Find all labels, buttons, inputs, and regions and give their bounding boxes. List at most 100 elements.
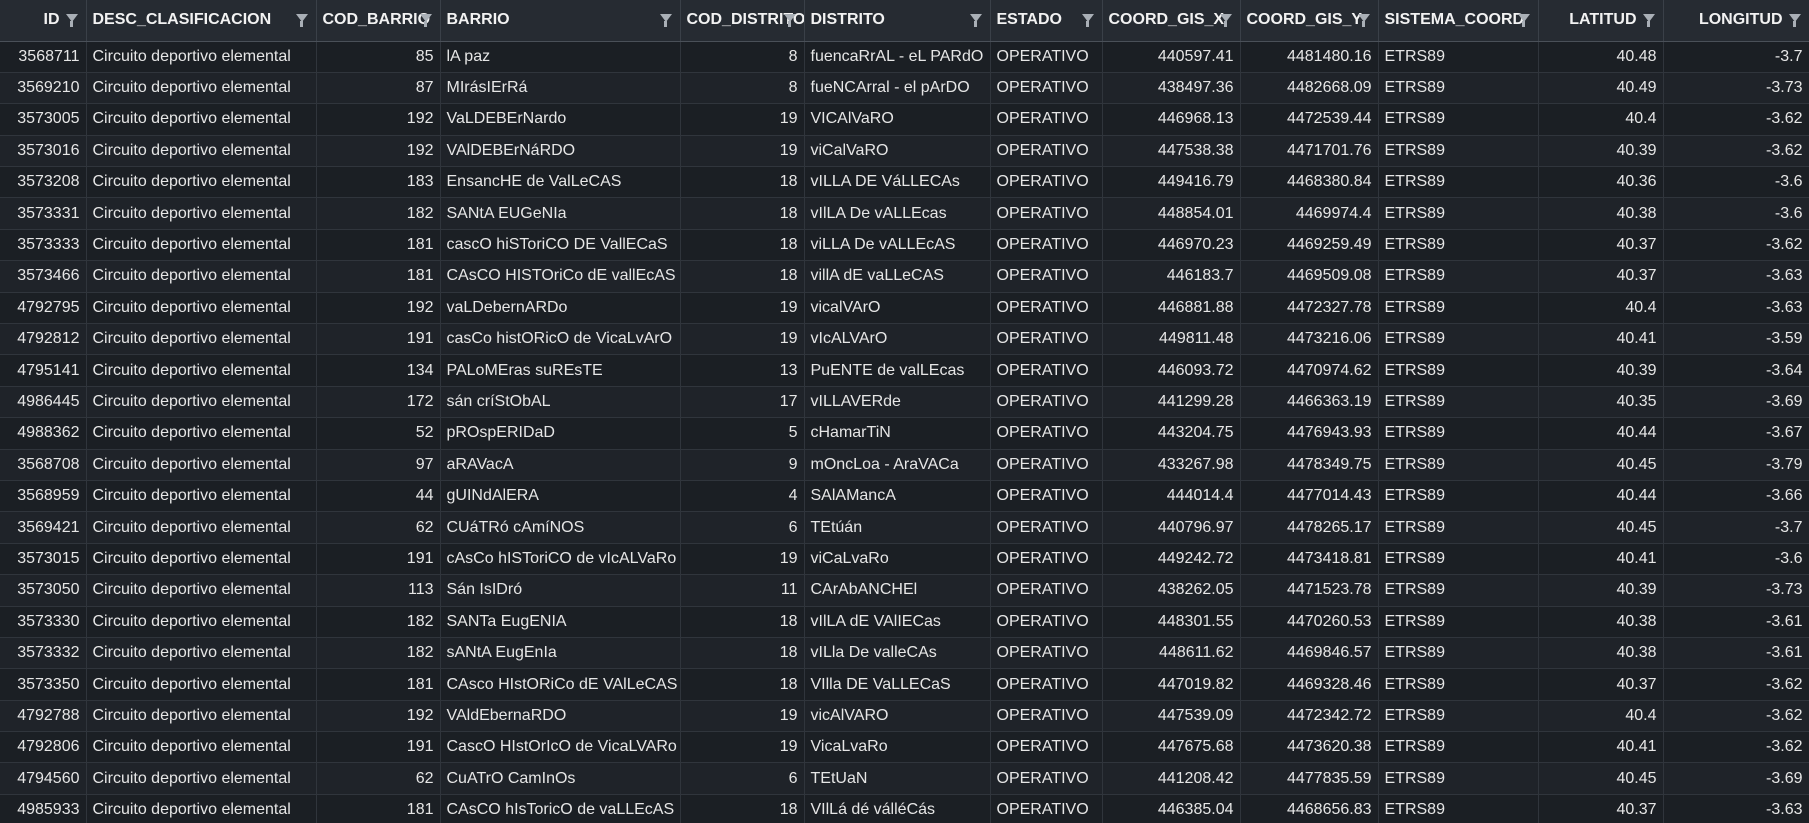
cell-id[interactable]: 3573332 [0,637,87,670]
column-header-coord-y[interactable]: COORD_GIS_Y [1240,0,1379,42]
cell-longitud[interactable]: -3.64 [1663,354,1809,387]
cell-desc[interactable]: Circuito deportivo elemental [86,449,317,481]
cell-coord-x[interactable]: 433267.98 [1102,449,1241,481]
cell-latitud[interactable]: 40.4 [1538,700,1664,733]
cell-desc[interactable]: Circuito deportivo elemental [86,762,317,795]
cell-barrio[interactable]: aRAVacA [440,449,681,481]
cell-desc[interactable]: Circuito deportivo elemental [86,606,317,638]
cell-cod-barrio[interactable]: 87 [316,72,441,105]
cell-distrito[interactable]: vIcALVArO [804,323,991,356]
cell-coord-x[interactable]: 446093.72 [1102,354,1241,387]
cell-barrio[interactable]: gUINdAlERA [440,480,681,513]
cell-coord-y[interactable]: 4476943.93 [1240,417,1379,450]
cell-distrito[interactable]: vicAlVARO [804,700,991,733]
cell-sistema[interactable]: ETRS89 [1378,762,1539,795]
column-header-sistema[interactable]: SISTEMA_COORD [1378,0,1539,42]
cell-longitud[interactable]: -3.62 [1663,700,1809,733]
cell-id[interactable]: 3568708 [0,449,87,481]
table-row[interactable]: 4792788 Circuito deportivo elemental 192 VA… [0,700,1809,733]
table-row[interactable]: 3568959 Circuito deportivo elemental 44 gUI… [0,480,1809,513]
cell-sistema[interactable]: ETRS89 [1378,41,1539,73]
cell-distrito[interactable]: vILLA DE VáLLECAs [804,166,991,199]
cell-barrio[interactable]: Sán IsIDró [440,574,681,607]
cell-desc[interactable]: Circuito deportivo elemental [86,354,317,387]
cell-latitud[interactable]: 40.37 [1538,668,1664,701]
cell-longitud[interactable]: -3.73 [1663,574,1809,607]
cell-coord-x[interactable]: 448854.01 [1102,197,1241,230]
cell-estado[interactable]: OPERATIVO [990,292,1103,325]
cell-id[interactable]: 3573466 [0,260,87,293]
cell-id[interactable]: 3573350 [0,668,87,701]
column-header-cod-distrito[interactable]: COD_DISTRITO [680,0,805,42]
cell-latitud[interactable]: 40.45 [1538,449,1664,481]
cell-estado[interactable]: OPERATIVO [990,260,1103,293]
cell-coord-y[interactable]: 4482668.09 [1240,72,1379,105]
cell-distrito[interactable]: VIlla DE VaLLECaS [804,668,991,701]
cell-longitud[interactable]: -3.69 [1663,762,1809,795]
cell-desc[interactable]: Circuito deportivo elemental [86,260,317,293]
cell-coord-x[interactable]: 446968.13 [1102,103,1241,136]
cell-barrio[interactable]: CAsCO hIsToricO de vaLLEcAS [440,794,681,823]
cell-distrito[interactable]: VicaLvaRo [804,731,991,764]
cell-desc[interactable]: Circuito deportivo elemental [86,480,317,513]
cell-estado[interactable]: OPERATIVO [990,762,1103,795]
cell-cod-barrio[interactable]: 182 [316,637,441,670]
cell-sistema[interactable]: ETRS89 [1378,606,1539,638]
cell-cod-distrito[interactable]: 5 [680,417,805,450]
cell-coord-y[interactable]: 4478265.17 [1240,511,1379,544]
cell-cod-distrito[interactable]: 18 [680,606,805,638]
cell-coord-y[interactable]: 4471523.78 [1240,574,1379,607]
cell-distrito[interactable]: viLLA De vALLEcAS [804,229,991,262]
cell-latitud[interactable]: 40.41 [1538,323,1664,356]
cell-latitud[interactable]: 40.49 [1538,72,1664,105]
cell-estado[interactable]: OPERATIVO [990,480,1103,513]
cell-coord-x[interactable]: 441299.28 [1102,386,1241,419]
cell-id[interactable]: 3573333 [0,229,87,262]
cell-cod-barrio[interactable]: 181 [316,668,441,701]
cell-cod-distrito[interactable]: 18 [680,794,805,823]
cell-longitud[interactable]: -3.79 [1663,449,1809,481]
column-header-desc[interactable]: DESC_CLASIFICACION [86,0,317,42]
cell-distrito[interactable]: PuENTE de valLEcas [804,354,991,387]
cell-longitud[interactable]: -3.62 [1663,731,1809,764]
cell-cod-barrio[interactable]: 182 [316,197,441,230]
cell-longitud[interactable]: -3.62 [1663,135,1809,168]
cell-coord-x[interactable]: 447019.82 [1102,668,1241,701]
cell-coord-y[interactable]: 4468656.83 [1240,794,1379,823]
cell-barrio[interactable]: pROspERIDaD [440,417,681,450]
cell-longitud[interactable]: -3.6 [1663,166,1809,199]
cell-sistema[interactable]: ETRS89 [1378,794,1539,823]
cell-coord-y[interactable]: 4472342.72 [1240,700,1379,733]
column-header-coord-x[interactable]: COORD_GIS_X [1102,0,1241,42]
cell-distrito[interactable]: viCaLvaRo [804,543,991,576]
cell-distrito[interactable]: vILLAVERde [804,386,991,419]
cell-barrio[interactable]: cAsCo hISToriCO de vIcALVaRo [440,543,681,576]
cell-sistema[interactable]: ETRS89 [1378,731,1539,764]
table-row[interactable]: 4986445 Circuito deportivo elemental 172 sá… [0,386,1809,419]
cell-sistema[interactable]: ETRS89 [1378,637,1539,670]
cell-id[interactable]: 3573015 [0,543,87,576]
cell-id[interactable]: 3568959 [0,480,87,513]
filter-icon[interactable] [1788,14,1801,27]
cell-cod-distrito[interactable]: 13 [680,354,805,387]
cell-cod-barrio[interactable]: 134 [316,354,441,387]
cell-cod-distrito[interactable]: 9 [680,449,805,481]
cell-barrio[interactable]: VAlDEBErNáRDO [440,135,681,168]
cell-estado[interactable]: OPERATIVO [990,700,1103,733]
cell-sistema[interactable]: ETRS89 [1378,292,1539,325]
cell-cod-distrito[interactable]: 18 [680,260,805,293]
cell-sistema[interactable]: ETRS89 [1378,229,1539,262]
filter-icon[interactable] [1517,14,1530,27]
cell-estado[interactable]: OPERATIVO [990,417,1103,450]
table-row[interactable]: 3573050 Circuito deportivo elemental 113 Sá… [0,574,1809,607]
column-header-longitud[interactable]: LONGITUD [1663,0,1809,42]
table-row[interactable]: 3573466 Circuito deportivo elemental 181 CA… [0,260,1809,293]
filter-icon[interactable] [419,14,432,27]
cell-barrio[interactable]: CascO HIstOrIcO de VicaLVARo [440,731,681,764]
cell-latitud[interactable]: 40.41 [1538,731,1664,764]
cell-barrio[interactable]: CAsCO HISTOriCo dE vallEcAS [440,260,681,293]
table-row[interactable]: 3569210 Circuito deportivo elemental 87 MIr… [0,72,1809,105]
cell-cod-distrito[interactable]: 8 [680,41,805,73]
cell-distrito[interactable]: TEtúán [804,511,991,544]
cell-longitud[interactable]: -3.66 [1663,480,1809,513]
